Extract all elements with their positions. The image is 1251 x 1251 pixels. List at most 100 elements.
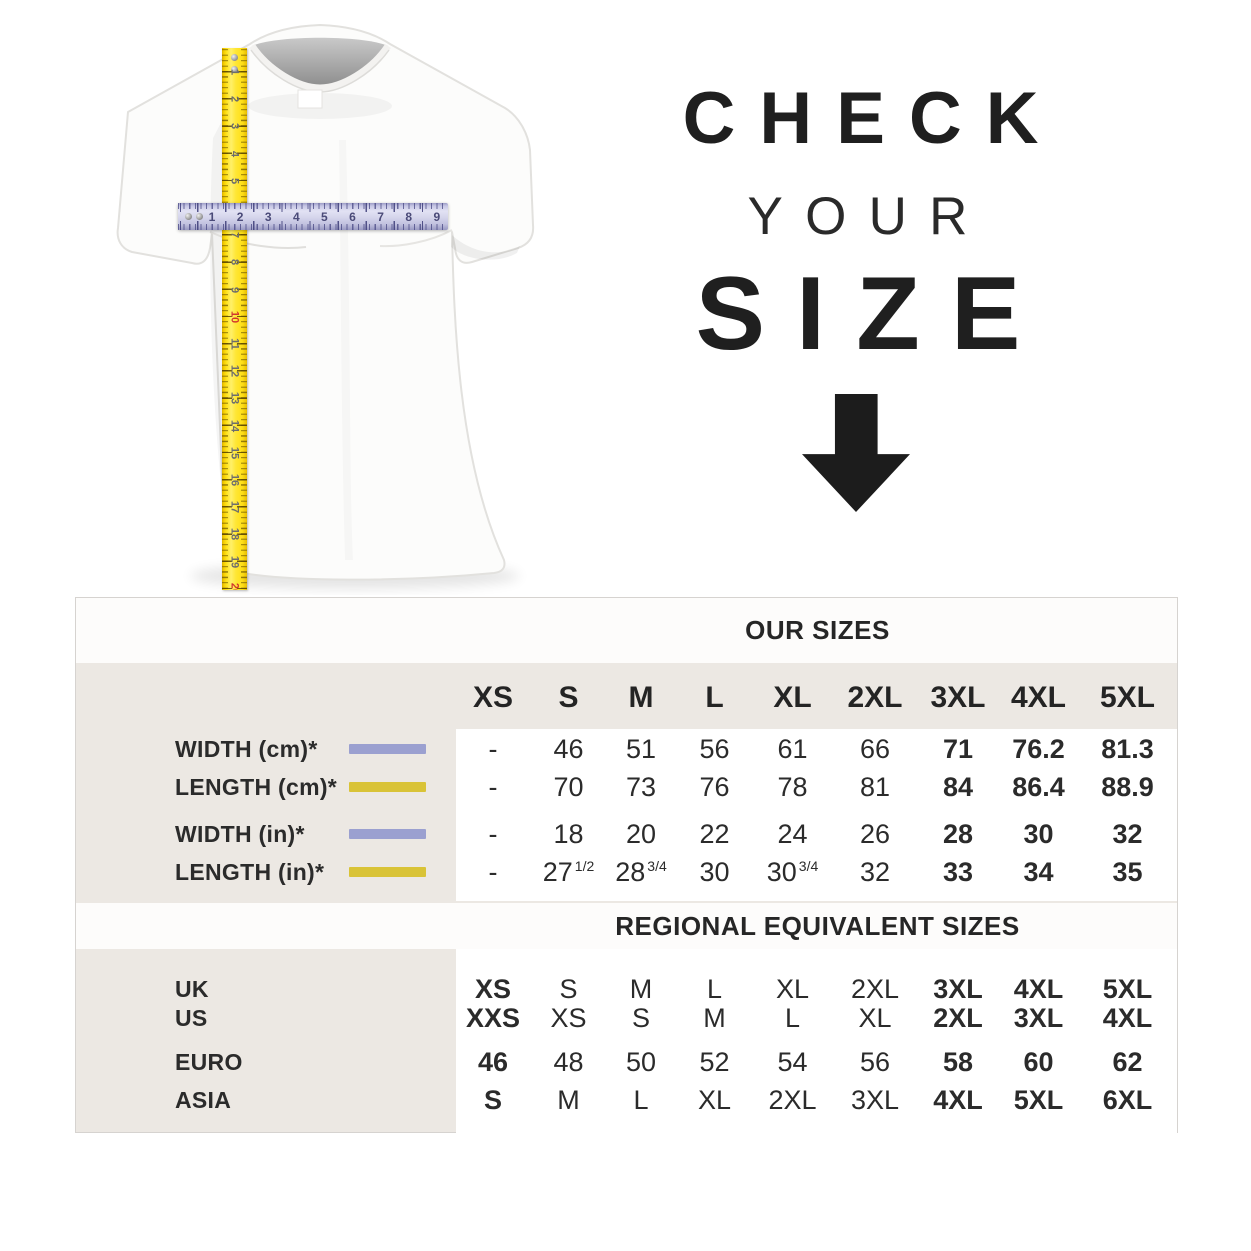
row-label-area [76, 680, 454, 716]
headline-your: YOUR [747, 187, 990, 246]
size-cell: 33 [942, 856, 974, 887]
tape-color-swatch [349, 829, 426, 839]
size-cell: 84 [942, 771, 974, 802]
size-cell: 27 1/2 [542, 856, 595, 887]
size-cell: 35 [1112, 856, 1143, 887]
size-cell: 76 [699, 771, 730, 802]
size-cell: 52 [699, 1046, 730, 1077]
size-cell: 66 [859, 733, 891, 764]
column-header: L [705, 681, 724, 714]
size-cell: 86.4 [1012, 771, 1065, 802]
size-cell: 50 [625, 1046, 657, 1077]
row-label-area: LENGTH (in)* [76, 854, 454, 890]
column-header: 5XL [1099, 681, 1156, 714]
row-label: LENGTH (in)* [175, 858, 325, 885]
ruler-number: 15 [228, 446, 241, 459]
values-row: 46 48 50 52 54 56 58 60 62 [454, 1044, 1177, 1080]
headline-check: CHECK [682, 78, 1063, 159]
row-label: EURO [175, 1048, 243, 1075]
size-cell: 34 [1023, 856, 1054, 887]
size-cell: 5XL [1013, 1084, 1064, 1115]
column-header: M [628, 681, 654, 714]
values-row: S M L XL 2XL 3XL 4XL 5XL 6XL [454, 1082, 1177, 1118]
size-cell: 71 [942, 733, 974, 764]
regional-band: REGIONAL EQUIVALENT SIZES [76, 903, 1177, 949]
values-row: XXS XS S M L XL 2XL 3XL 4XL [454, 1000, 1177, 1036]
size-cell: 2XL [850, 973, 900, 1004]
size-cell: 46 [477, 1046, 509, 1077]
size-cell: 4XL [1102, 1002, 1153, 1033]
ruler-number: 2 [236, 209, 244, 224]
size-cell: 76.2 [1012, 733, 1065, 764]
size-cell: - [488, 856, 498, 887]
size-cell: 78 [777, 771, 808, 802]
size-cell: M [629, 973, 653, 1004]
regional-row: EURO 46 48 50 52 54 56 58 60 62 [76, 1044, 1177, 1080]
size-cell: XXS [465, 1002, 521, 1033]
size-cell: S [483, 1084, 502, 1115]
down-arrow-icon [802, 394, 910, 512]
regional-row: US XXS XS S M L XL 2XL 3XL 4XL [76, 1000, 1177, 1036]
size-cell: 3XL [850, 1084, 900, 1115]
regional-row: ASIA S M L XL 2XL 3XL 4XL 5XL 6XL [76, 1082, 1177, 1118]
size-cell: 56 [859, 1046, 891, 1077]
ruler-number: 16 [228, 473, 241, 487]
size-cell: 30 [699, 856, 730, 887]
column-header: 2XL [847, 681, 903, 714]
row-label-area: US [76, 1000, 454, 1036]
values-row: - 27 1/2 28 3/4 30 30 3/4 32 33 34 35 [454, 854, 1177, 890]
tshirt-neck-tag [297, 89, 323, 109]
size-cell: 4XL [933, 1084, 983, 1115]
vertical-ruler-major-ticks [222, 48, 232, 590]
headline-size: SIZE [695, 256, 1052, 372]
size-cell: L [784, 1002, 801, 1033]
ruler-number: 3 [228, 123, 241, 130]
tape-color-swatch [349, 867, 426, 877]
fraction: 3/4 [647, 858, 667, 874]
our-sizes-title: OUR SIZES [745, 615, 890, 645]
size-cell: 73 [625, 771, 657, 802]
size-cell: XL [775, 973, 810, 1004]
ruler-number: 14 [228, 419, 241, 432]
row-label-area: EURO [76, 1044, 454, 1080]
row-label: LENGTH (cm)* [175, 773, 338, 800]
regional-values-panel [456, 949, 1177, 1133]
size-cell: XS [550, 1002, 587, 1033]
fraction: 1/2 [574, 858, 595, 874]
size-cell: M [703, 1002, 726, 1033]
size-cell: 32 [859, 856, 891, 887]
size-cell: - [488, 771, 498, 802]
ruler-number: 12 [228, 365, 241, 378]
size-cell: 81.3 [1101, 733, 1154, 764]
size-cell: 24 [777, 818, 808, 849]
size-cell: 20 [625, 818, 657, 849]
ruler-number: 18 [228, 528, 241, 541]
size-cell: 30 3/4 [766, 856, 819, 887]
ruler-number: 5 [321, 209, 328, 224]
ruler-rivet [196, 213, 203, 220]
size-cell: 28 3/4 [615, 856, 667, 887]
ruler-rivet [231, 66, 238, 73]
size-cell: M [557, 1084, 580, 1115]
measurement-row: LENGTH (cm)* - 70 73 76 78 81 84 86.4 88.9 [76, 769, 1177, 805]
size-cell: 2XL [933, 1002, 983, 1033]
ruler-number: 3 [264, 209, 272, 224]
size-cell: 54 [777, 1046, 808, 1077]
vertical-ruler-major-ticks [237, 48, 247, 590]
size-chart: OUR SIZES REGIONAL EQUIVALENT SIZES XS S M… [75, 597, 1178, 1133]
horizontal-ruler-major-ticks [178, 221, 448, 230]
ruler-number: 9 [433, 209, 441, 224]
size-cell: 62 [1112, 1046, 1143, 1077]
size-cell: 46 [553, 733, 584, 764]
ruler-number: 2 [228, 96, 241, 103]
row-label-area: ASIA [76, 1082, 454, 1118]
size-cell: 6XL [1102, 1084, 1153, 1115]
ruler-number: 6 [349, 209, 356, 224]
fraction: 3/4 [798, 858, 819, 874]
horizontal-ruler-major-ticks [178, 203, 448, 212]
measurement-values-panel [456, 729, 1177, 901]
size-cell: 30 [1023, 818, 1054, 849]
size-cell: L [633, 1084, 649, 1115]
measurement-row: WIDTH (cm)* - 46 51 56 61 66 71 76.2 81.3 [76, 731, 1177, 767]
